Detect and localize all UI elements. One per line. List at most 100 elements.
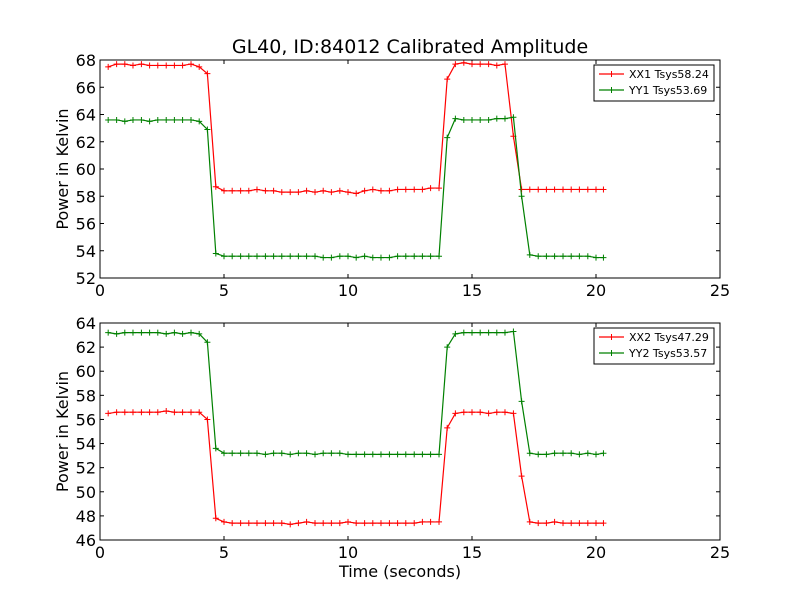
chart-title: GL40, ID:84012 Calibrated Amplitude [232, 36, 588, 58]
data-point-marker [196, 118, 203, 125]
y-tick-label: 46 [76, 531, 96, 550]
data-point-marker [320, 187, 327, 194]
data-point-marker [526, 251, 533, 258]
data-point-marker [328, 189, 335, 196]
data-point-marker [469, 61, 475, 68]
data-point-marker [386, 254, 393, 261]
data-point-marker [568, 186, 575, 193]
x-tick-label: 25 [710, 543, 730, 562]
data-point-marker [386, 451, 393, 458]
x-tick-label: 5 [219, 281, 229, 300]
data-point-marker [188, 61, 195, 68]
data-point-marker [584, 186, 591, 193]
data-point-marker [212, 515, 219, 522]
data-point-marker [204, 416, 211, 423]
legend-label: YY1 Tsys53.69 [628, 84, 707, 97]
data-point-marker [485, 116, 492, 123]
data-point-marker [460, 409, 467, 416]
data-point-marker [270, 450, 277, 457]
x-tick-label: 20 [586, 543, 606, 562]
y-tick-label: 56 [76, 410, 96, 429]
data-point-marker [154, 116, 161, 123]
data-point-marker [353, 451, 360, 458]
data-point-marker [105, 410, 112, 417]
data-point-marker [163, 330, 170, 337]
data-point-marker [345, 518, 351, 525]
data-point-marker [113, 116, 120, 123]
data-point-marker [576, 253, 583, 260]
series-yy1 [105, 114, 607, 261]
data-point-marker [394, 451, 401, 458]
data-point-marker [221, 187, 227, 194]
data-point-marker [576, 451, 583, 458]
data-point-marker [312, 520, 319, 527]
data-point-marker [518, 193, 525, 200]
data-point-marker [402, 253, 409, 260]
data-point-marker [221, 253, 227, 260]
legend-marker [608, 71, 615, 77]
y-tick-label: 58 [76, 386, 96, 405]
data-point-marker [593, 254, 599, 261]
data-point-marker [129, 116, 136, 123]
x-tick-label: 15 [462, 543, 482, 562]
data-point-marker [253, 253, 260, 260]
data-point-marker [204, 126, 211, 133]
data-point-marker [287, 521, 294, 528]
series-xx2 [105, 408, 607, 528]
y-tick-label: 58 [76, 187, 96, 206]
data-point-marker [229, 253, 236, 260]
data-point-marker [469, 116, 475, 123]
data-point-marker [353, 190, 360, 197]
data-point-marker [295, 520, 302, 527]
data-point-marker [154, 409, 161, 416]
data-point-marker [493, 329, 500, 336]
data-point-marker [477, 61, 484, 68]
data-point-marker [394, 253, 401, 260]
data-point-marker [278, 253, 285, 260]
data-point-marker [278, 520, 285, 527]
data-point-marker [518, 473, 525, 480]
y-tick-label: 52 [76, 269, 96, 288]
data-point-marker [163, 408, 170, 415]
data-point-marker [245, 450, 252, 457]
data-point-marker [551, 518, 558, 525]
data-point-marker [179, 409, 186, 416]
data-point-marker [600, 450, 607, 457]
data-point-marker [253, 186, 260, 193]
data-point-marker [510, 114, 517, 121]
data-point-marker [320, 254, 327, 261]
data-point-marker [369, 520, 376, 527]
data-point-marker [270, 187, 277, 194]
data-point-marker [543, 451, 550, 458]
data-point-marker [469, 329, 475, 336]
legend-marker [608, 334, 615, 340]
data-point-marker [129, 409, 136, 416]
x-tick-label: 10 [338, 281, 358, 300]
plot-frame [99, 322, 721, 541]
legend-label: YY2 Tsys53.57 [628, 347, 707, 360]
data-point-marker [129, 62, 136, 69]
data-point-marker [328, 520, 335, 527]
data-point-marker [526, 186, 533, 193]
data-point-marker [138, 61, 145, 68]
data-point-marker [121, 61, 128, 68]
x-tick-label: 0 [95, 543, 105, 562]
data-point-marker [295, 189, 302, 196]
data-point-marker [411, 253, 418, 260]
data-point-marker [245, 253, 252, 260]
data-point-marker [560, 253, 567, 260]
data-point-marker [452, 115, 459, 122]
data-point-marker [485, 329, 492, 336]
data-point-marker [493, 409, 500, 416]
data-point-marker [551, 186, 558, 193]
legend-box [593, 327, 715, 365]
data-point-marker [518, 398, 525, 405]
data-point-marker [196, 409, 203, 416]
data-point-marker [419, 518, 426, 525]
x-tick-label: 5 [219, 543, 229, 562]
data-point-marker [312, 253, 319, 260]
data-point-marker [386, 187, 393, 194]
data-point-marker [477, 409, 484, 416]
data-point-marker [287, 451, 294, 458]
y-tick-label: 68 [76, 51, 96, 70]
